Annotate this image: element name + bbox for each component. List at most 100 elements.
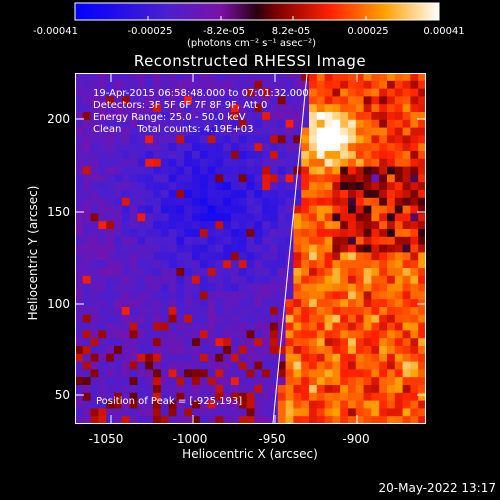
heatmap-cell (114, 268, 123, 277)
heatmap-cell (145, 322, 154, 331)
heatmap-cell (355, 361, 365, 370)
heatmap-cell (332, 377, 341, 386)
heatmap-cell (277, 361, 287, 370)
heatmap-cell (238, 252, 248, 261)
heatmap-cell (254, 135, 263, 144)
heatmap-cell (90, 369, 99, 378)
heatmap-cell (355, 369, 365, 378)
heatmap-cell (215, 213, 224, 222)
heatmap-cell (371, 338, 380, 347)
heatmap-cell (137, 190, 146, 199)
heatmap-cell (114, 307, 123, 316)
heatmap-cell (324, 213, 333, 222)
heatmap-cell (387, 299, 396, 308)
heatmap-cell (121, 182, 131, 191)
heatmap-cell (309, 330, 318, 339)
heatmap-cell (231, 213, 240, 222)
heatmap-cell (387, 127, 396, 136)
heatmap-cell (363, 322, 372, 331)
heatmap-cell (246, 252, 255, 261)
energy-range-text: Energy Range: 25.0 - 50.0 keV (93, 112, 246, 123)
heatmap-cell (192, 260, 201, 269)
heatmap-cell (223, 221, 232, 230)
heatmap-cell (316, 104, 326, 113)
heatmap-cell (90, 338, 99, 347)
heatmap-cell (332, 322, 341, 331)
heatmap-cell (192, 268, 201, 277)
heatmap-cell (90, 377, 99, 386)
heatmap-cell (355, 143, 365, 152)
heatmap-cell (340, 400, 349, 409)
heatmap-cell (332, 392, 341, 402)
heatmap-cell (192, 353, 201, 363)
heatmap-cell (176, 283, 185, 292)
heatmap-cell (324, 112, 333, 121)
heatmap-cell (114, 361, 123, 370)
heatmap-cell (199, 361, 209, 370)
heatmap-cell (98, 314, 107, 324)
heatmap-cell (285, 190, 294, 199)
heatmap-cell (231, 260, 240, 269)
heatmap-cell (355, 275, 365, 285)
heatmap-cell (324, 307, 333, 316)
heatmap-cell (114, 158, 123, 168)
heatmap-cell (410, 377, 419, 386)
heatmap-cell (137, 291, 146, 300)
heatmap-cell (277, 322, 287, 331)
heatmap-cell (121, 408, 131, 417)
heatmap-cell (168, 143, 177, 152)
heatmap-cell (324, 361, 333, 370)
heatmap-cell (75, 112, 84, 121)
heatmap-cell (90, 158, 99, 168)
heatmap-cell (160, 143, 170, 152)
heatmap-cell (332, 112, 341, 121)
heatmap-cell (355, 353, 365, 363)
heatmap-cell (207, 190, 216, 199)
heatmap-cell (184, 213, 193, 222)
heatmap-cell (270, 104, 279, 113)
heatmap-cell (387, 400, 396, 409)
heatmap-cell (285, 283, 294, 292)
heatmap-cell (184, 205, 193, 214)
heatmap-cell (168, 174, 177, 183)
heatmap-cell (348, 143, 357, 152)
heatmap-cell (90, 229, 99, 238)
heatmap-cell (371, 377, 380, 386)
heatmap-cell (262, 416, 271, 424)
heatmap-cell (387, 314, 396, 324)
heatmap-cell (402, 88, 411, 97)
heatmap-cell (293, 377, 302, 386)
heatmap-cell (238, 275, 248, 285)
heatmap-cell (199, 213, 209, 222)
heatmap-cell (121, 299, 131, 308)
heatmap-cell (285, 151, 294, 160)
heatmap-cell (340, 392, 349, 402)
heatmap-cell (106, 307, 115, 316)
heatmap-cell (137, 166, 146, 175)
heatmap-cell (184, 158, 193, 168)
heatmap-cell (75, 330, 84, 339)
heatmap-cell (254, 346, 263, 355)
heatmap-cell (285, 143, 294, 152)
heatmap-cell (293, 400, 302, 409)
heatmap-cell (340, 291, 349, 300)
heatmap-cell (402, 127, 411, 136)
heatmap-cell (184, 252, 193, 261)
heatmap-cell (106, 73, 115, 82)
heatmap-cell (293, 213, 302, 222)
heatmap-cell (176, 385, 185, 394)
heatmap-cell (394, 330, 404, 339)
heatmap-cell (332, 143, 341, 152)
heatmap-cell (215, 330, 224, 339)
heatmap-cell (184, 369, 193, 378)
heatmap-cell (238, 416, 248, 424)
heatmap-cell (121, 385, 131, 394)
heatmap-cell (379, 314, 388, 324)
heatmap-cell (363, 385, 372, 394)
heatmap-cell (121, 221, 131, 230)
heatmap-cell (168, 314, 177, 324)
heatmap-cell (176, 369, 185, 378)
heatmap-cell (184, 361, 193, 370)
heatmap-cell (238, 307, 248, 316)
heatmap-cell (332, 96, 341, 105)
